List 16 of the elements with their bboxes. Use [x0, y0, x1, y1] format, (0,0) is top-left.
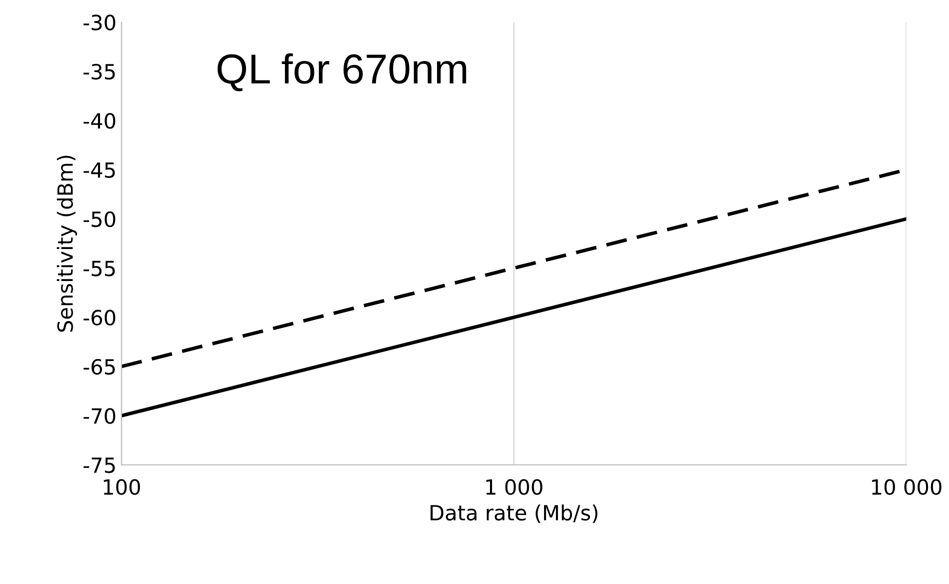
- y-tick-label: -35: [84, 64, 115, 80]
- y-tick-label: -60: [84, 310, 116, 326]
- text: QL for 670nm: [218, 53, 466, 92]
- y-tick-label: -30: [84, 14, 116, 30]
- y-tick-label: -55: [84, 260, 115, 276]
- y-tick-label: -40: [84, 113, 116, 129]
- y-tick-label: -50: [84, 211, 116, 228]
- y-tick-label: -75: [84, 458, 115, 474]
- y-tick-label: -65: [84, 358, 115, 375]
- x-axis-title: Data rate (Mb/s): [430, 504, 598, 524]
- y-tick-label: -45: [84, 162, 115, 178]
- x-tick-label: 10 000: [872, 479, 942, 495]
- y-axis-title: Sensitivity (dBm): [56, 156, 78, 332]
- x-tick-label: 100: [104, 479, 140, 495]
- x-tick-label: 1 000: [486, 479, 542, 495]
- y-tick-label: -70: [84, 408, 116, 424]
